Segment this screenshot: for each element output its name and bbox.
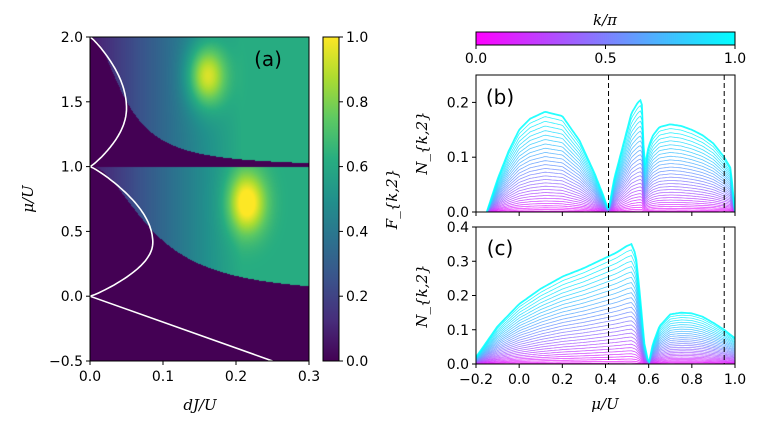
colorbar-tick-label: 0.0 [346,354,368,370]
series-line-k6 [476,350,735,364]
panel-c-xlabel: μ/U [591,395,620,413]
x-tick-label: −0.2 [459,372,493,388]
series-line-k26 [476,260,735,363]
series-line-k29 [485,98,735,212]
panel-a-ylabel: μ/U [19,184,37,213]
colorbar-tick-label: 0.4 [346,224,368,240]
series-line-k9 [476,340,735,364]
y-tick-label: 0.3 [447,254,469,270]
heatmap-colorbar-ticks: 0.0 0.2 0.4 0.6 0.8 1.0 [339,30,368,370]
series-line-k13 [476,324,735,364]
mott-lobe-boundary-1 [90,165,154,297]
panel-c-y-ticks: 0.0 0.1 0.2 0.3 0.4 [447,220,476,373]
y-tick-label: 0.0 [447,357,469,373]
x-tick-label: 0.8 [681,372,703,388]
y-tick-label: −0.5 [49,354,83,370]
y-tick-label: 0.2 [447,95,469,111]
series-line-k24 [476,271,735,363]
y-tick-label: 0.1 [447,323,469,339]
panel-c-curves [476,242,735,364]
colorbar-tick-label: 1.0 [346,30,368,46]
series-line-k25 [476,266,735,363]
series-line-k28 [476,249,735,363]
series-line-k5 [476,353,735,364]
series-line-k4 [476,356,735,364]
panel-b-ylabel: N_{k,2} [413,111,431,175]
series-line-k21 [476,287,735,364]
panel-c-label: (c) [487,236,514,260]
x-tick-label: 0.2 [551,372,573,388]
panel-b: (b) 0.0 0.1 0.2 N_{k,2} [413,74,736,221]
series-line-k14 [476,320,735,364]
series-line-k16 [476,311,735,364]
panel-a-frame [89,36,310,362]
series-line-k10 [476,336,735,364]
colorbar-tick-label: 0.8 [346,95,368,111]
panel-a-x-ticks: 0.0 0.1 0.2 0.3 [79,361,320,385]
x-tick-label: 0.0 [508,372,530,388]
y-tick-label: 1.5 [61,95,83,111]
heatmap-colorbar: 0.0 0.2 0.4 0.6 0.8 1.0 F_{k,2} [322,30,401,370]
vacuum-boundary-line [90,295,273,361]
panel-b-y-ticks: 0.0 0.1 0.2 [447,95,476,221]
y-tick-label: 0.1 [447,150,469,166]
y-tick-label: 1.0 [61,160,83,176]
series-line-k22 [476,282,735,364]
panel-a-y-ticks: −0.5 0.0 0.5 1.0 1.5 2.0 [49,30,90,370]
k-colorbar-ticks: 0.0 0.5 1.0 [465,45,746,67]
panel-a: (a) 0.0 0.1 0.2 0.3 −0.50.00.51.01.52.0 dJ/… [19,30,320,414]
series-line-k29 [476,242,735,364]
panel-c-x-ticks: −0.2 0.0 0.2 0.4 0.6 0.8 1.0 [459,364,746,388]
y-tick-label: 0.4 [447,220,469,236]
x-tick-label: 0.6 [638,372,660,388]
series-line-k19 [476,297,735,364]
series-line-k7 [476,347,735,364]
k-colorbar-tick-label: 0.5 [594,51,616,67]
series-line-k23 [476,276,735,363]
colorbar-tick-label: 0.6 [346,160,368,176]
y-tick-label: 0.2 [447,289,469,305]
series-line-k3 [476,358,735,364]
series-line-k27 [476,254,735,363]
k-colorbar-tick-label: 1.0 [724,51,746,67]
series-line-k12 [476,328,735,364]
x-tick-label: 0.4 [594,372,616,388]
heatmap-colorbar-label: F_{k,2} [383,169,401,230]
panel-c: (c) 0.00.10.20.30.4 −0.2 0.0 0.2 0.4 0.6 0.8 1… [413,220,746,413]
phase-boundaries [90,37,273,361]
x-tick-label: 0.1 [152,369,174,385]
y-tick-label: 0.5 [61,224,83,240]
series-line-k18 [476,302,735,364]
series-line-k8 [476,343,735,364]
x-tick-label: 0.2 [225,369,247,385]
x-tick-label: 1.0 [724,372,746,388]
panel-a-xlabel: dJ/U [183,396,218,414]
y-tick-label: 0.0 [61,289,83,305]
x-tick-label: 0.0 [79,369,101,385]
panel-b-label: (b) [486,85,514,109]
mott-lobe-boundary-2 [90,37,128,168]
series-line-k11 [476,332,735,364]
k-colorbar-tick-label: 0.0 [465,51,487,67]
series-line-k17 [476,306,735,364]
heatmap-image [90,37,309,361]
panel-c-vlines [608,227,725,364]
k-colorbar: k/π 0.0 0.5 1.0 [465,11,746,67]
k-colorbar-label: k/π [593,11,618,29]
y-tick-label: 0.0 [447,205,469,221]
x-tick-label: 0.3 [298,369,320,385]
colorbar-tick-label: 0.2 [346,289,368,305]
panel-a-label: (a) [254,47,282,71]
k-colorbar-gradient [475,31,736,46]
series-line-k2 [476,360,735,364]
y-tick-label: 2.0 [61,30,83,46]
panel-c-ylabel: N_{k,2} [413,264,431,328]
panel-b-curves [485,98,735,212]
heatmap-colorbar-gradient [322,36,340,362]
series-line-k20 [476,292,735,364]
panel-b-x-ticks [475,212,736,216]
panel-b-vlines [608,75,725,212]
series-line-k15 [476,315,735,364]
